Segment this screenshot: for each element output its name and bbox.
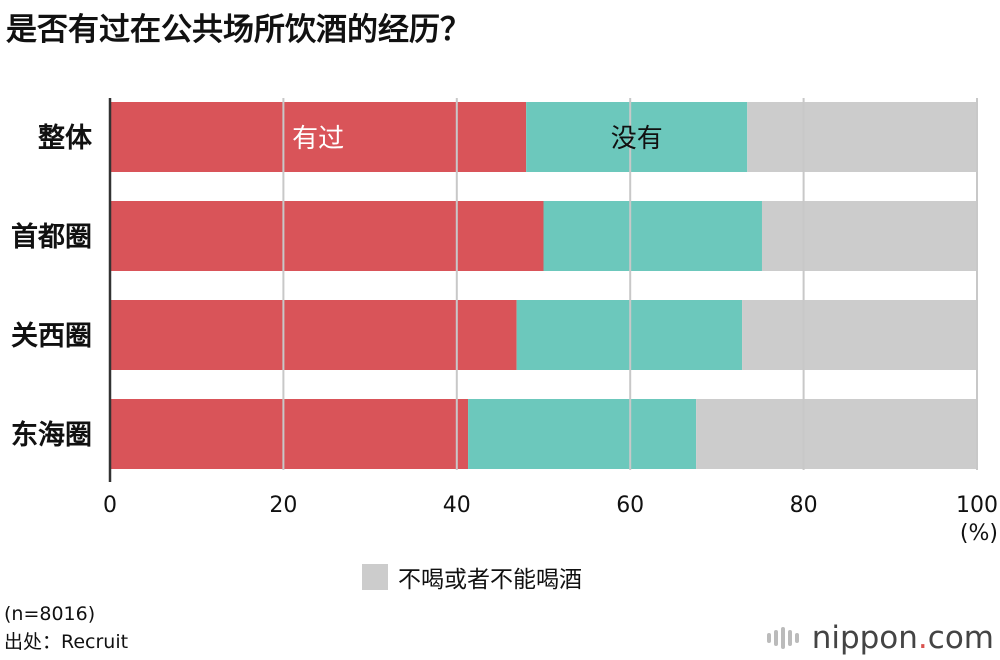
bar-segment-2-东海圈 [468, 399, 697, 469]
category-label-4: 东海圈 [11, 419, 92, 451]
x-tick-label-40: 40 [443, 493, 471, 518]
category-label-2: 首都圈 [11, 221, 92, 253]
chart-note: (n=8016) 出处： Recruit [4, 600, 128, 656]
bar-segment-3-东海圈 [696, 399, 977, 469]
brand-mark-icon [766, 627, 802, 649]
inline-series-label-2: 没有 [611, 124, 663, 154]
legend: 不喝或者不能喝酒 [362, 560, 582, 594]
brand-name: nippon [811, 620, 918, 656]
category-label-3: 关西圈 [11, 321, 92, 352]
x-axis-unit: (%) [960, 521, 998, 546]
bar-segment-3-整体 [747, 102, 977, 172]
bar-segment-1-关西圈 [110, 300, 517, 370]
x-tick-label-20: 20 [269, 493, 297, 518]
category-label-1: 整体 [38, 123, 93, 154]
bar-segment-3-关西圈 [742, 300, 977, 370]
source-value: Recruit [61, 631, 129, 653]
brand-logo: nippon. com [766, 620, 994, 656]
legend-swatch [362, 564, 388, 590]
bar-segment-1-首都圈 [110, 201, 544, 271]
legend-label: 不喝或者不能喝酒 [398, 567, 582, 593]
sample-size: (n=8016) [4, 603, 96, 625]
inline-series-label-1: 有过 [292, 124, 344, 154]
x-tick-label-60: 60 [616, 493, 644, 518]
x-tick-label-100: 100 [956, 493, 998, 518]
x-tick-label-80: 80 [790, 493, 818, 518]
chart-title: 是否有过在公共场所饮酒的经历？ [6, 12, 471, 48]
brand-suffix: com [927, 620, 994, 656]
bar-segment-1-东海圈 [110, 399, 469, 469]
source-label: 出处： [4, 631, 62, 653]
bar-segment-2-整体 [526, 102, 748, 172]
source-line: 出处： Recruit [4, 628, 128, 656]
x-tick-label-0: 0 [103, 493, 117, 518]
bar-segment-2-首都圈 [543, 201, 762, 271]
bar-segment-3-首都圈 [761, 201, 977, 271]
brand-dot: . [917, 620, 928, 656]
